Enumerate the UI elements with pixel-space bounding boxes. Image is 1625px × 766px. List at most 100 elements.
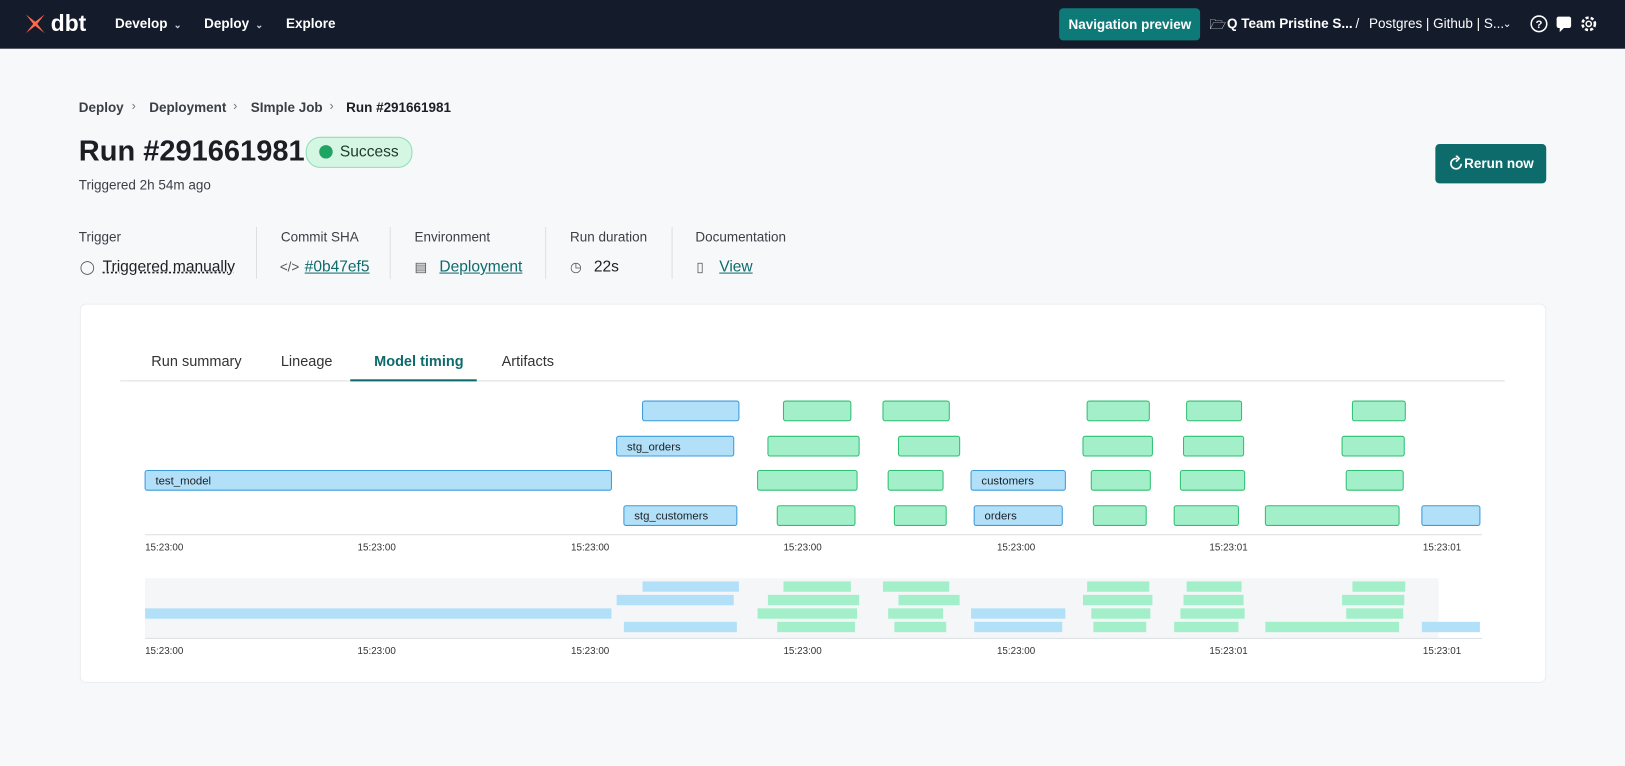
nav-icons[interactable]: ? [1530, 15, 1603, 36]
tab-line [120, 380, 1505, 382]
status-badge: Success [305, 136, 413, 168]
minimap-tick: 15:23:01 [1209, 646, 1247, 657]
user-icon: ◯ [79, 259, 95, 275]
minimap-bar [1265, 621, 1400, 633]
model-label: customers [981, 475, 1034, 487]
timeline: stg_orders test_model customers stg_custome… [144, 400, 1482, 657]
breadcrumb-sep: › [329, 98, 334, 113]
run-title: Run #291661981 [78, 134, 305, 167]
model-label: stg_customers [634, 511, 708, 523]
model-bar[interactable] [1092, 505, 1147, 526]
minimap-bar [1186, 581, 1242, 592]
project[interactable]: Q Team Pristine S... [1227, 15, 1353, 32]
model-bar[interactable] [757, 469, 858, 491]
tab[interactable]: Artifacts [501, 352, 555, 369]
meta-link[interactable]: Deployment [439, 258, 523, 276]
minimap-bar [642, 581, 739, 592]
breadcrumb-sep: › [233, 98, 238, 113]
model-bar[interactable] [767, 435, 860, 457]
model-bar[interactable] [1090, 469, 1151, 491]
minimap-bar [1183, 594, 1244, 606]
nav-label: Develop [115, 15, 168, 32]
meta-label: Trigger [78, 229, 121, 245]
minimap-tick: 15:23:00 [783, 646, 822, 657]
minimap-bar [783, 581, 851, 592]
model-bar[interactable] [616, 435, 735, 457]
meta-link[interactable]: View [719, 258, 753, 276]
model-bar[interactable] [1086, 400, 1150, 422]
folder-icon: 🗁 [1209, 16, 1227, 33]
rerun-label: Rerun now [1464, 155, 1534, 171]
meta-label: Run duration [569, 229, 648, 245]
minimap-bar [1091, 608, 1151, 619]
minimap-bar [1180, 608, 1245, 619]
model-bar[interactable] [776, 505, 856, 526]
model-bar[interactable] [970, 469, 1066, 491]
nav-item[interactable]: Develop ⌄ [115, 15, 182, 32]
time-tick: 15:23:00 [783, 542, 822, 553]
model-bar[interactable] [887, 469, 944, 491]
time-tick: 15:23:01 [1423, 542, 1461, 553]
model-bar[interactable] [1264, 505, 1400, 526]
meta-value: 22s [593, 258, 619, 276]
minimap-bar [1087, 581, 1150, 592]
meta-label: Environment [414, 229, 491, 245]
minimap-bar [1093, 621, 1147, 633]
minimap-bar [974, 621, 1063, 633]
minimap-bar [1342, 594, 1405, 606]
divider [255, 226, 258, 279]
divider [389, 226, 391, 279]
logo[interactable]: dbt [50, 10, 87, 37]
preview-button[interactable]: Navigation preview [1059, 8, 1201, 41]
model-bar[interactable] [882, 400, 950, 422]
doc-icon: ▯ [696, 259, 704, 275]
model-bar[interactable] [642, 400, 740, 422]
rerun-button[interactable]: Rerun now [1435, 144, 1547, 184]
model-bar[interactable] [897, 435, 961, 457]
model-bar[interactable] [144, 469, 612, 491]
time-tick: 15:23:00 [997, 542, 1036, 553]
model-bar[interactable] [1345, 469, 1404, 491]
model-bar[interactable] [1421, 505, 1481, 526]
environment[interactable]: Postgres | Github | S... [1369, 15, 1505, 32]
model-bar[interactable] [973, 505, 1063, 526]
breadcrumb[interactable]: Deployment [149, 99, 227, 116]
minimap-bar [898, 594, 960, 606]
model-bar[interactable] [1186, 400, 1243, 422]
logo-icon [25, 14, 45, 34]
svg-text:?: ? [1536, 19, 1543, 31]
breadcrumb[interactable]: Deploy [78, 99, 124, 116]
model-bar[interactable] [893, 505, 947, 526]
tab[interactable]: Model timing [374, 352, 464, 369]
minimap-tick: 15:23:00 [358, 646, 397, 657]
model-label: test_model [155, 475, 211, 487]
divider [671, 226, 673, 279]
model-bar[interactable] [1179, 469, 1246, 491]
meta-link[interactable]: #0b47ef5 [304, 258, 370, 276]
model-bar[interactable] [1082, 435, 1153, 457]
tab[interactable]: Run summary [151, 352, 242, 369]
minimap-bar [971, 608, 1066, 619]
minimap-bar [145, 608, 612, 619]
model-bar[interactable] [1182, 435, 1245, 457]
model-bar[interactable] [1351, 400, 1406, 422]
minimap-bar [894, 621, 947, 633]
model-bar[interactable] [1173, 505, 1239, 526]
nav-item[interactable]: Explore [286, 15, 336, 32]
minimap-bar [1174, 621, 1239, 633]
model-bar[interactable] [623, 505, 738, 526]
time-tick: 15:23:01 [1209, 542, 1247, 553]
model-bar[interactable] [1341, 435, 1405, 457]
breadcrumb[interactable]: SImple Job [250, 99, 323, 116]
tab[interactable]: Lineage [280, 352, 333, 369]
minimap-bar [623, 621, 737, 633]
meta-label: Commit SHA [280, 229, 359, 245]
top-nav: dbt Develop ⌄ Deploy ⌄ Explore Navigation … [0, 0, 1625, 49]
time-tick: 15:23:00 [571, 542, 610, 553]
minimap-tick: 15:23:01 [1423, 646, 1461, 657]
model-bar[interactable] [782, 400, 852, 422]
minimap-bar [757, 608, 858, 619]
separator: / [1355, 15, 1360, 32]
clock-icon: ◷ [569, 259, 582, 275]
nav-item[interactable]: Deploy ⌄ [204, 15, 264, 32]
